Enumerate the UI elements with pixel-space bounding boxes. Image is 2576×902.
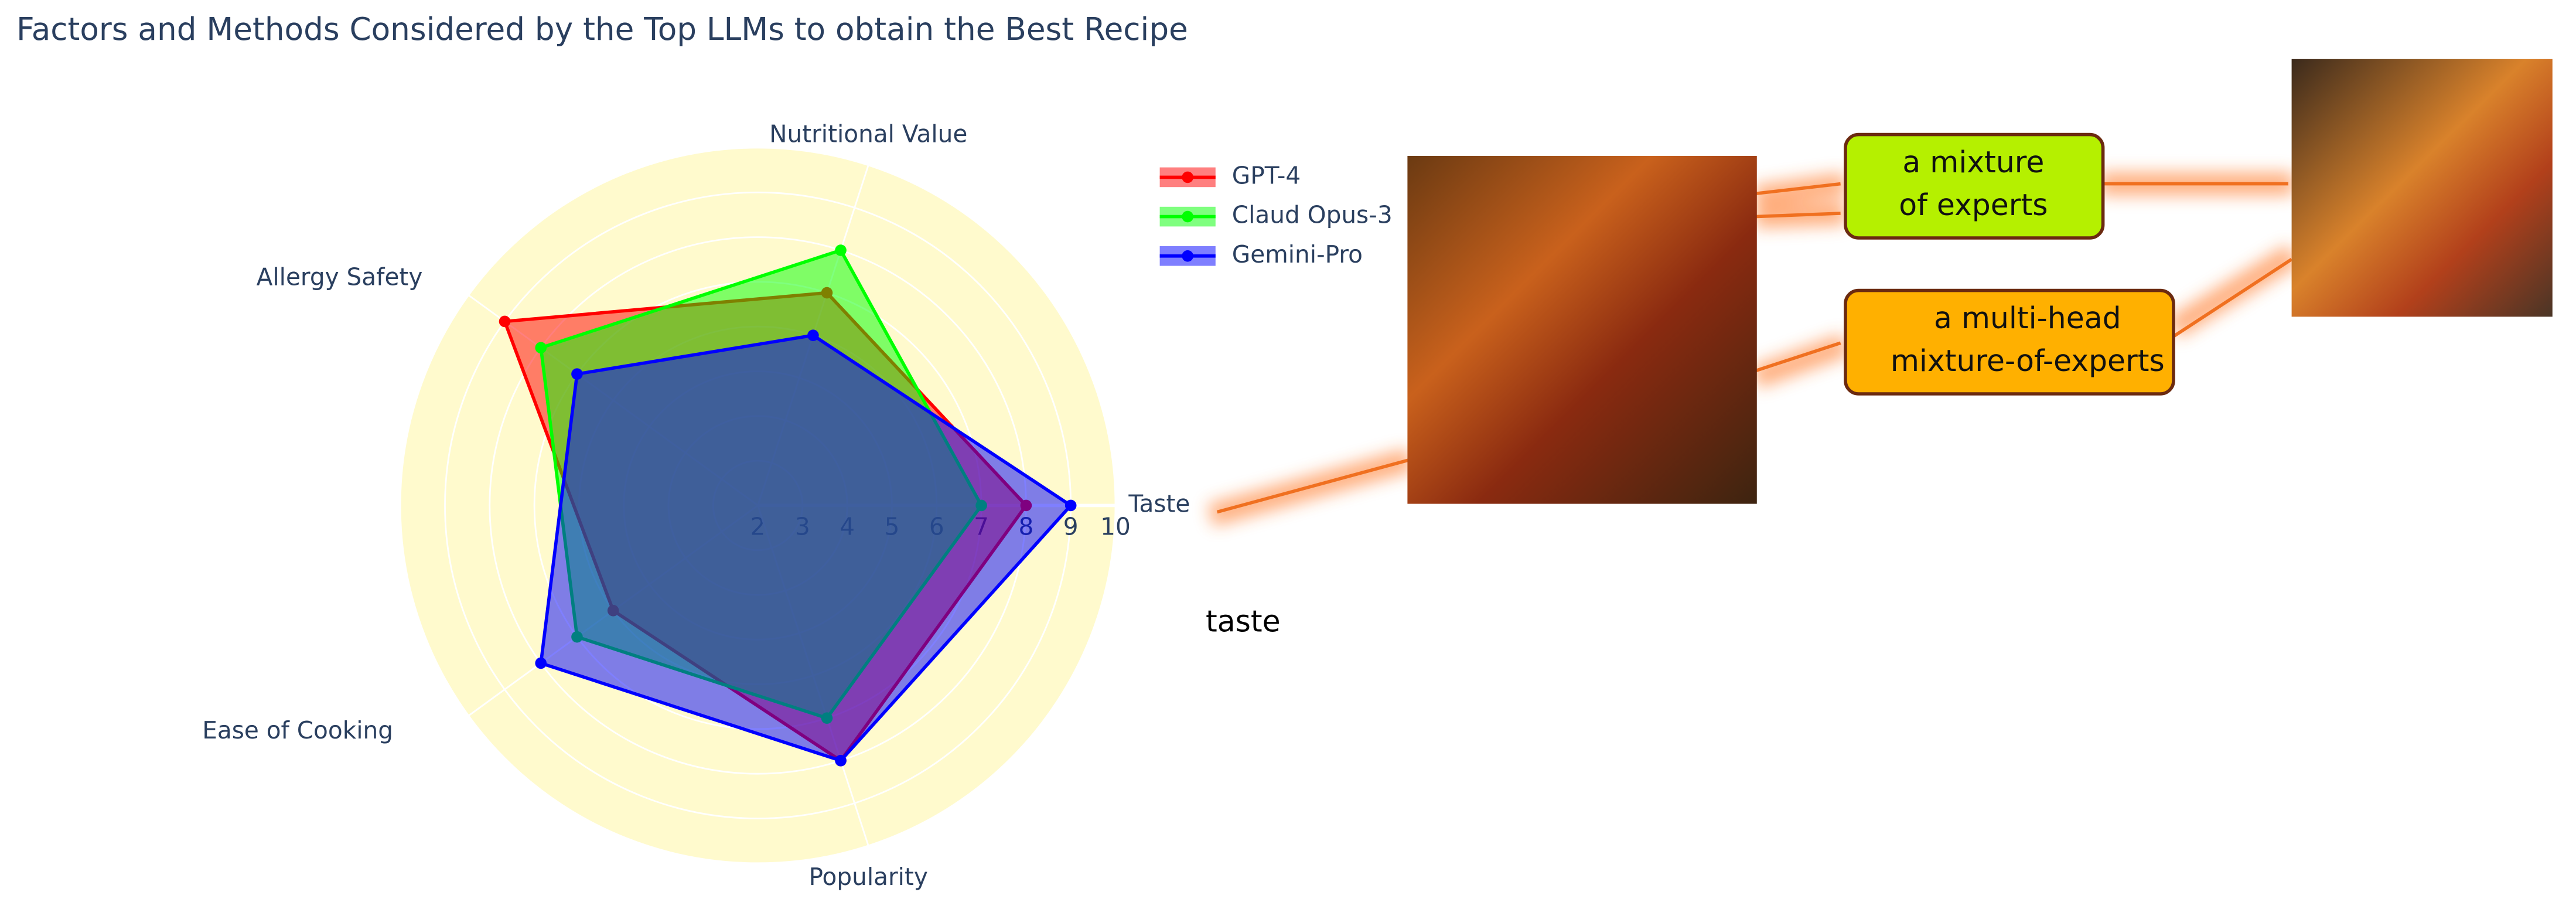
moe-box bbox=[1844, 132, 2105, 240]
legend-marker bbox=[1182, 210, 1193, 223]
arrows bbox=[1216, 182, 2293, 514]
legend-marker bbox=[1182, 171, 1193, 183]
r-tick-label: 10 bbox=[1100, 513, 1131, 541]
radar-chart: 2345678910TasteNutritional ValueAllergy … bbox=[202, 120, 1392, 890]
diagram: a mixture of experts a multi-head mixture-… bbox=[1206, 59, 2553, 639]
marker bbox=[535, 342, 547, 354]
marker bbox=[535, 657, 547, 669]
note: taste bbox=[1206, 604, 1281, 639]
box-label: a multi-head mixture-of-experts bbox=[1891, 301, 2165, 378]
food-image bbox=[1407, 156, 1757, 504]
marker bbox=[835, 754, 847, 767]
chart-title: Factors and Methods Considered by the To… bbox=[16, 11, 1188, 47]
lasagna-image bbox=[2291, 59, 2553, 317]
legend-label: Claud Opus-3 bbox=[1232, 201, 1393, 229]
legend-label: Gemini-Pro bbox=[1232, 240, 1363, 268]
marker bbox=[571, 368, 583, 380]
r-tick-label: 9 bbox=[1063, 513, 1079, 541]
marker bbox=[499, 315, 511, 328]
legend-label: GPT-4 bbox=[1232, 161, 1301, 189]
series-area bbox=[539, 333, 1073, 763]
marker bbox=[1064, 499, 1077, 512]
angular-label: Allergy Safety bbox=[257, 263, 423, 291]
angular-label: Popularity bbox=[809, 863, 928, 891]
marker bbox=[835, 244, 847, 256]
mh-moe-box bbox=[1844, 288, 2175, 396]
marker bbox=[807, 329, 819, 341]
angular-label: Taste bbox=[1128, 489, 1190, 518]
angular-label: Ease of Cooking bbox=[202, 716, 393, 744]
legend-marker bbox=[1182, 250, 1193, 262]
box-label: a mixture of experts bbox=[1899, 145, 2048, 222]
angular-label: Nutritional Value bbox=[769, 120, 967, 148]
